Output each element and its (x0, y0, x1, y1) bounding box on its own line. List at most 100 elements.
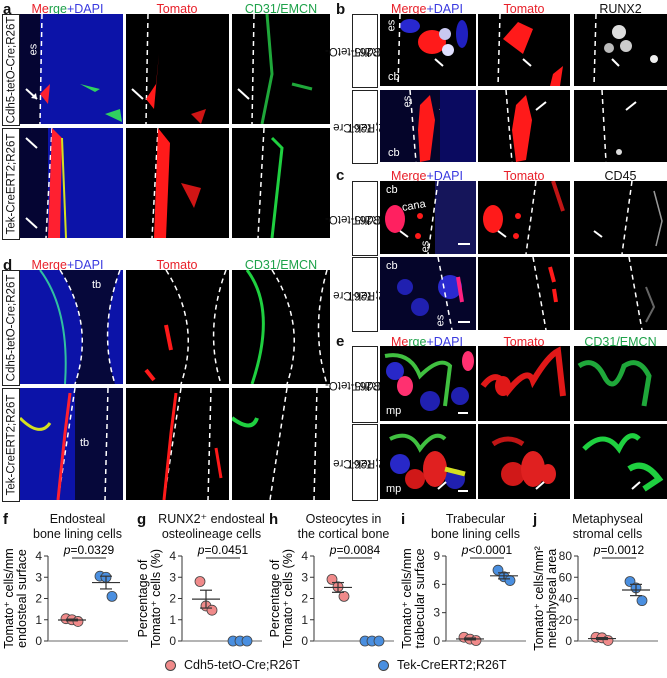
data-point (194, 576, 206, 587)
panel-label-b: b (336, 1, 346, 18)
header-tomato-b: Tomato (503, 2, 545, 16)
data-point (106, 590, 118, 602)
annotation-cb-b: cb (388, 71, 400, 83)
svg-text:Percentage ofTomato⁺ cells (%): Percentage ofTomato⁺ cells (%) (136, 549, 163, 648)
svg-text:80: 80 (559, 549, 573, 563)
row-label-d-tek: Tek-CreERT2;R26T (2, 388, 20, 502)
legend-marker-cdh5 (165, 659, 176, 671)
annotation-es-b2: es (401, 95, 414, 108)
chart-j: j Metaphyseal stromal cells Tomato⁺ cells/m… (530, 508, 665, 653)
image-c-cd45-tek (574, 257, 667, 330)
panel-label-f: f (3, 511, 8, 528)
svg-text:6: 6 (433, 577, 440, 591)
annotation-es-c2: es (434, 314, 447, 327)
data-point (373, 635, 385, 647)
image-d-merge-cdh5: tb (20, 270, 123, 384)
data-point (326, 573, 338, 585)
legend-label-cdh5: Cdh5-tetO-Cre;R26T (184, 658, 301, 672)
svg-text:3: 3 (35, 570, 42, 584)
data-point (72, 616, 84, 627)
header-tomato-c: Tomato (503, 169, 545, 183)
image-b-runx2-tek (574, 90, 667, 162)
svg-text:p=0.0451: p=0.0451 (197, 543, 249, 557)
image-a-merge-tek (20, 128, 123, 238)
svg-text:p=0.0329: p=0.0329 (63, 543, 115, 557)
data-point (206, 604, 218, 616)
legend-label-tek: Tek-CreERT2;R26T (397, 658, 507, 672)
data-point (470, 635, 482, 646)
image-a-cd31-tek (232, 128, 330, 238)
panel-label-c: c (336, 167, 345, 184)
row-label-a-tek: Tek-CreERT2;R26T (2, 128, 20, 240)
annotation-es-c: es (419, 240, 432, 253)
svg-text:Tomato⁺ cells/mmtrabecular sur: Tomato⁺ cells/mmtrabecular surface (400, 548, 427, 648)
image-a-tomato-cdh5 (126, 14, 229, 124)
annotation-mp-e2: mp (386, 483, 402, 495)
image-e-cd31-tek (574, 424, 667, 499)
image-e-tomato-cdh5 (478, 346, 570, 421)
annotation-tb: tb (92, 279, 102, 291)
svg-text:Tomato⁺ cells/mm²metaphyseal a: Tomato⁺ cells/mm²metaphyseal area (532, 546, 559, 651)
image-c-merge-tek: cb es (380, 257, 476, 330)
svg-text:2: 2 (35, 592, 42, 606)
data-point (504, 575, 516, 586)
annotation-es: es (27, 43, 40, 56)
image-e-tomato-tek (478, 424, 570, 499)
svg-text:20: 20 (559, 613, 573, 627)
data-point (602, 635, 614, 646)
panel-label-a: a (3, 1, 12, 18)
image-d-cd31-cdh5 (232, 270, 330, 384)
image-b-merge-tek: es cb (380, 90, 476, 162)
image-a-merge-cdh5: es (20, 14, 123, 124)
chart-f: f Endosteal bone lining cells Tomato⁺ cells… (0, 508, 135, 653)
svg-text:p=0.0084: p=0.0084 (329, 543, 381, 557)
image-e-merge-tek: mp (380, 424, 476, 499)
row-label-e-tek: Tek-Cre ERT2;R26T (333, 424, 407, 501)
header-cd31-d: CD31/EMCN (244, 258, 318, 272)
panel-label-j: j (533, 511, 538, 528)
legend-marker-tek (378, 659, 389, 671)
annotation-tb-2: tb (80, 437, 90, 449)
image-d-tomato-cdh5 (126, 270, 229, 384)
row-label-d-cdh5: Cdh5-tetO-Cre;R26T (2, 270, 20, 386)
image-c-tomato-tek (478, 257, 570, 330)
svg-text:1: 1 (301, 613, 308, 627)
image-d-merge-tek: tb (20, 388, 123, 500)
data-point (338, 590, 350, 602)
svg-text:40: 40 (559, 592, 573, 606)
svg-text:0: 0 (433, 634, 440, 648)
panel-label-e: e (336, 333, 345, 350)
header-tomato-e: Tomato (503, 335, 545, 349)
annotation-cb-c2: cb (386, 260, 398, 272)
image-b-merge-cdh5: es cb (380, 14, 476, 86)
data-point (636, 595, 648, 607)
header-tomato-a: Tomato (156, 2, 198, 16)
svg-text:4: 4 (301, 549, 308, 563)
svg-text:Percentage ofTomato⁺ cells (%): Percentage ofTomato⁺ cells (%) (268, 549, 295, 648)
chart-title-f: Endosteal bone lining cells (33, 512, 122, 541)
svg-text:3: 3 (433, 606, 440, 620)
panel-label-h: h (269, 511, 279, 528)
image-e-merge-cdh5: mp (380, 346, 476, 421)
header-merge-dapi-d: Merge+DAPI (31, 258, 104, 272)
panel-label-g: g (137, 511, 147, 528)
image-c-cd45-cdh5 (574, 181, 667, 254)
row-label-b-tek: Tek-Cre ERT2;R26T (333, 90, 407, 164)
header-merge-dapi-a: Merge+DAPI (31, 2, 104, 16)
svg-text:60: 60 (559, 570, 573, 584)
svg-text:p=0.0012: p=0.0012 (593, 543, 645, 557)
chart-title-g: RUNX2⁺ endosteal osteolineage cells (158, 512, 265, 541)
header-merge-dapi-e: Merge+DAPI (391, 335, 463, 349)
svg-text:3: 3 (301, 570, 308, 584)
annotation-es-b: es (385, 19, 398, 32)
svg-text:2: 2 (301, 592, 308, 606)
svg-text:Tomato⁺ cells/mmendosteal surf: Tomato⁺ cells/mmendosteal surface (2, 548, 29, 648)
header-tomato-d: Tomato (156, 258, 198, 272)
header-merge-dapi-b: Merge+DAPI (391, 2, 463, 16)
svg-text:2: 2 (169, 592, 176, 606)
chart-i: i Trabecular bone lining cells Tomato⁺ cell… (398, 508, 533, 653)
image-b-runx2-cdh5 (574, 14, 667, 86)
image-b-tomato-tek (478, 90, 570, 162)
legend-item-tek: Tek-CreERT2;R26T (378, 658, 507, 672)
annotation-mp-e: mp (386, 405, 402, 417)
